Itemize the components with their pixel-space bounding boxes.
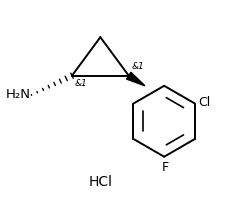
- Text: &1: &1: [74, 79, 87, 88]
- Text: &1: &1: [132, 62, 144, 71]
- Polygon shape: [126, 72, 145, 86]
- Text: H₂N: H₂N: [5, 88, 30, 101]
- Text: Cl: Cl: [199, 96, 211, 109]
- Text: HCl: HCl: [88, 175, 112, 189]
- Text: F: F: [162, 161, 169, 174]
